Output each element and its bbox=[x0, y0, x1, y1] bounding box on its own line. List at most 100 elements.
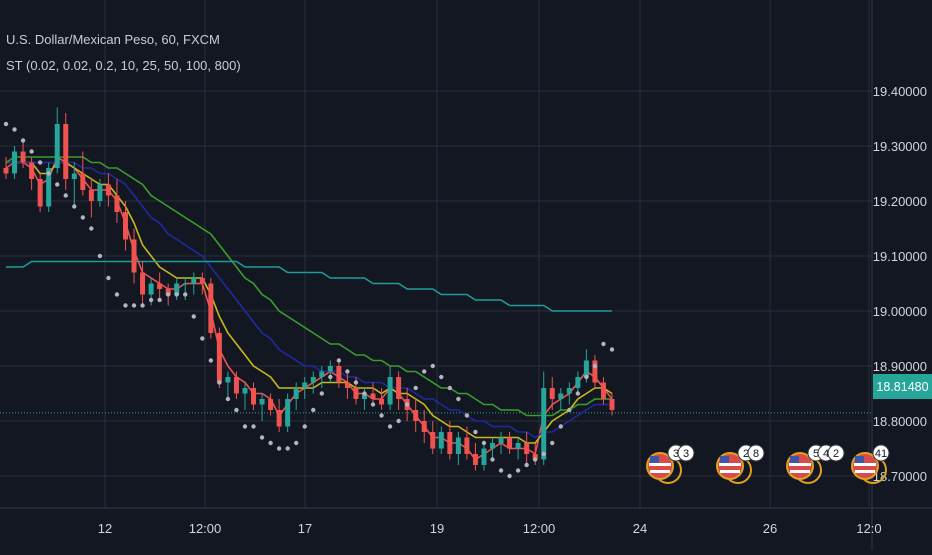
sar-dot bbox=[532, 457, 538, 462]
sar-dot bbox=[473, 429, 478, 435]
candle-body bbox=[327, 366, 333, 372]
candle-body bbox=[464, 437, 470, 454]
candle-body bbox=[592, 360, 598, 383]
sar-dot bbox=[370, 402, 376, 407]
event-count: 3 bbox=[673, 448, 679, 460]
candle-body bbox=[3, 168, 9, 174]
sar-dot bbox=[328, 374, 333, 380]
y-tick-label: 18.80000 bbox=[873, 414, 927, 429]
candle-body bbox=[114, 195, 120, 212]
flag-canton bbox=[790, 456, 799, 463]
sar-dot bbox=[46, 171, 51, 176]
x-tick-label: 12 bbox=[98, 521, 112, 536]
economic-events[interactable]: 3 3 2 8 5 4 2 41 bbox=[646, 444, 890, 484]
candle-body bbox=[199, 278, 205, 284]
sar-dot bbox=[131, 303, 137, 308]
sar-dot bbox=[157, 297, 162, 303]
sar-dot bbox=[456, 396, 461, 402]
x-tick-label: 26 bbox=[763, 521, 777, 536]
y-tick-label: 19.20000 bbox=[873, 194, 927, 209]
price-axis[interactable]: 19.40000 19.30000 19.20000 19.10000 19.00000… bbox=[873, 84, 927, 484]
candle-body bbox=[191, 278, 197, 284]
sar-dot bbox=[447, 385, 453, 391]
symbol-title[interactable]: U.S. Dollar/Mexican Peso, 60, FXCM bbox=[6, 32, 220, 47]
sar-dot bbox=[601, 341, 606, 347]
sar-dot bbox=[609, 347, 615, 352]
candle-body bbox=[20, 151, 26, 163]
x-tick-label: 17 bbox=[298, 521, 312, 536]
sar-dot bbox=[336, 358, 342, 363]
sar-dot bbox=[268, 440, 273, 446]
sar-dot bbox=[515, 468, 521, 473]
candle-body bbox=[498, 437, 504, 443]
candle-body bbox=[455, 437, 461, 454]
event-count: 2 bbox=[833, 448, 839, 460]
y-tick-label: 19.30000 bbox=[873, 139, 927, 154]
time-axis[interactable]: 12 12:00 17 19 12:00 24 26 12:0 bbox=[98, 521, 882, 536]
candle-body bbox=[157, 283, 163, 289]
sar-dot bbox=[63, 193, 68, 198]
ema-line-ema_mid bbox=[6, 161, 613, 444]
candle-body bbox=[140, 272, 146, 295]
sar-dot bbox=[387, 424, 393, 429]
sar-dot bbox=[259, 435, 265, 440]
candle-body bbox=[285, 399, 291, 427]
candle-body bbox=[609, 399, 615, 410]
sar-dot bbox=[353, 380, 359, 385]
candle-body bbox=[208, 283, 214, 333]
candle-body bbox=[558, 393, 564, 399]
sar-dot bbox=[165, 292, 171, 297]
indicator-label[interactable]: ST (0.02, 0.02, 0.2, 10, 25, 50, 100, 80… bbox=[6, 58, 241, 73]
sar-dot bbox=[251, 424, 256, 429]
sar-dot bbox=[148, 297, 154, 303]
sar-dot bbox=[584, 374, 589, 380]
moving-averages bbox=[5, 155, 613, 461]
sar-dot bbox=[3, 121, 9, 127]
candle-body bbox=[532, 454, 538, 460]
candle-body bbox=[507, 437, 513, 449]
sar-dot bbox=[208, 358, 214, 363]
candle-body bbox=[80, 173, 86, 190]
sar-dot bbox=[302, 424, 307, 429]
candle-body bbox=[37, 179, 43, 207]
sar-dot bbox=[80, 215, 86, 220]
candle-body bbox=[336, 366, 342, 383]
x-tick-label: 12:00 bbox=[189, 521, 222, 536]
candle-body bbox=[566, 388, 572, 394]
sar-dot bbox=[234, 407, 239, 413]
sar-dot bbox=[396, 418, 401, 424]
event-badge-group[interactable]: 41 bbox=[851, 444, 890, 484]
event-count-bubble bbox=[827, 444, 845, 462]
candle-body bbox=[541, 388, 547, 460]
candle-body bbox=[447, 432, 453, 454]
candle-body bbox=[524, 443, 530, 454]
flag-stripe bbox=[790, 470, 810, 473]
sar-dot bbox=[345, 369, 350, 374]
candle-body bbox=[122, 212, 128, 240]
candle-body bbox=[29, 162, 35, 179]
sar-dot bbox=[72, 204, 77, 209]
flag-stripe bbox=[650, 470, 670, 473]
flag-canton bbox=[855, 456, 864, 463]
parabolic-sar bbox=[3, 121, 615, 479]
candle-body bbox=[549, 388, 555, 399]
candle-body bbox=[225, 377, 231, 383]
flag-stripe bbox=[719, 463, 741, 466]
sar-dot bbox=[191, 314, 196, 319]
candle-body bbox=[575, 377, 581, 388]
sar-dot bbox=[439, 374, 444, 380]
candle-body bbox=[583, 360, 589, 377]
candle-body bbox=[387, 377, 393, 405]
sar-dot bbox=[481, 440, 487, 446]
sar-dot bbox=[97, 253, 103, 259]
ema-line-ema_fast bbox=[5, 155, 613, 461]
candle-body bbox=[216, 333, 222, 383]
flag-stripe bbox=[855, 470, 875, 473]
sar-dot bbox=[558, 424, 563, 429]
